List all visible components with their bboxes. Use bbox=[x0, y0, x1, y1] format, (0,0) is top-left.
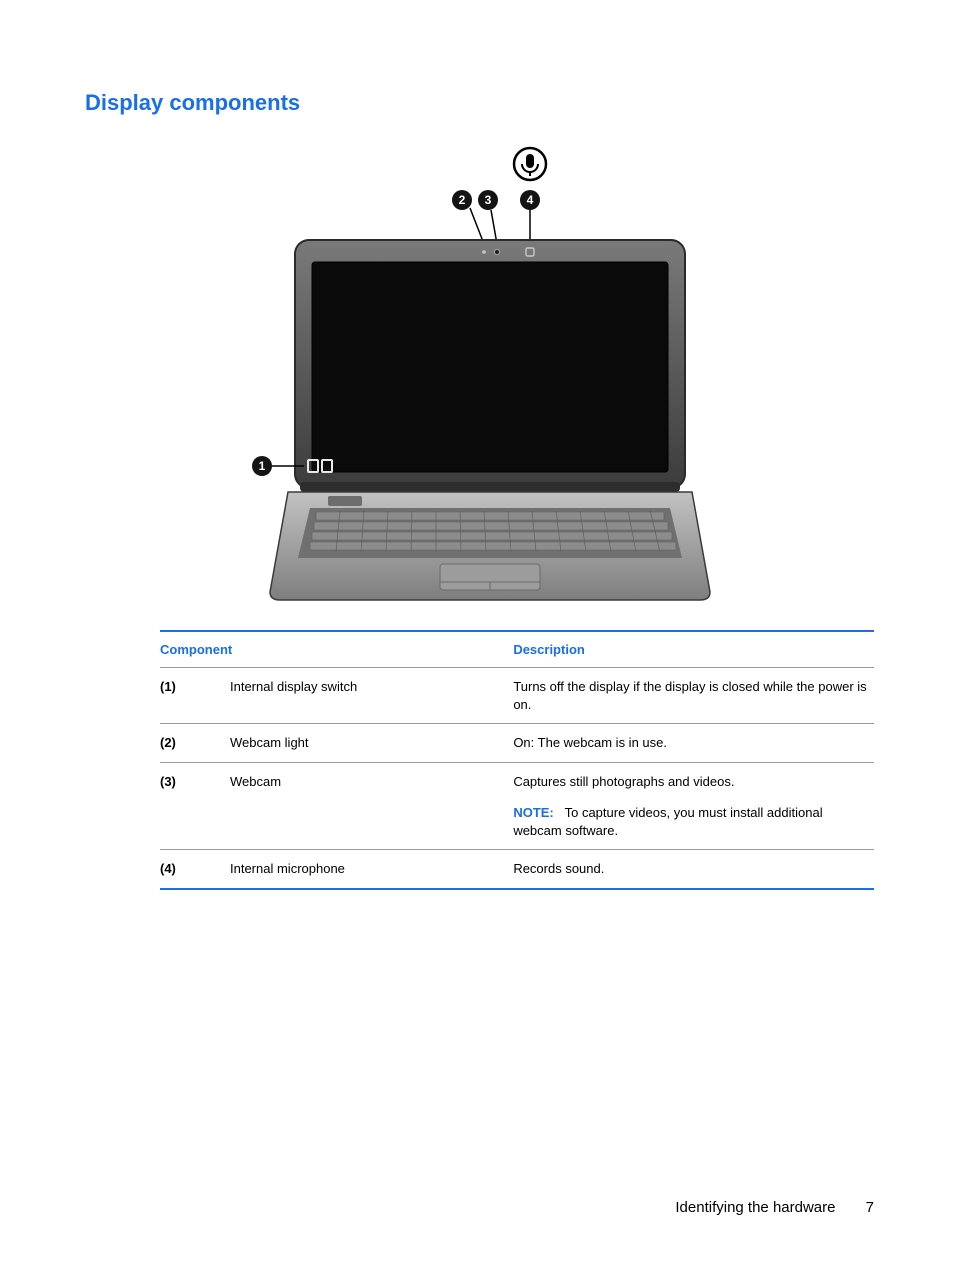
row-description-text: Turns off the display if the display is … bbox=[513, 678, 868, 713]
table-row: (1)Internal display switchTurns off the … bbox=[160, 668, 874, 724]
svg-text:1: 1 bbox=[258, 459, 265, 473]
svg-text:4: 4 bbox=[526, 193, 533, 207]
note-text: To capture videos, you must install addi… bbox=[513, 805, 822, 838]
webcam-dot bbox=[494, 249, 499, 254]
row-description: Captures still photographs and videos. NO… bbox=[513, 762, 874, 850]
laptop-hinge bbox=[300, 482, 680, 492]
callout-4: 4 bbox=[520, 190, 540, 244]
microphone-icon bbox=[514, 148, 546, 180]
row-component-name: Webcam bbox=[230, 762, 513, 850]
row-description-text: Records sound. bbox=[513, 860, 868, 878]
row-description: Turns off the display if the display is … bbox=[513, 668, 874, 724]
row-note: NOTE: To capture videos, you must instal… bbox=[513, 804, 868, 839]
laptop-base bbox=[270, 492, 710, 600]
footer-page-number: 7 bbox=[866, 1199, 874, 1216]
table-header-row: Component Description bbox=[160, 631, 874, 668]
col-header-description: Description bbox=[513, 631, 874, 668]
table-row: (2)Webcam lightOn: The webcam is in use. bbox=[160, 724, 874, 763]
row-component-name: Webcam light bbox=[230, 724, 513, 763]
svg-text:3: 3 bbox=[484, 193, 491, 207]
row-component-name: Internal microphone bbox=[230, 850, 513, 889]
illustration-container: 2 3 4 bbox=[85, 144, 874, 604]
footer-section: Identifying the hardware bbox=[675, 1199, 835, 1216]
section-heading: Display components bbox=[85, 90, 874, 116]
row-component-name: Internal display switch bbox=[230, 668, 513, 724]
webcam-light-dot bbox=[482, 250, 486, 254]
laptop-illustration: 2 3 4 bbox=[240, 144, 720, 604]
table-row: (3)WebcamCaptures still photographs and … bbox=[160, 762, 874, 850]
row-number: (1) bbox=[160, 668, 230, 724]
svg-text:2: 2 bbox=[458, 193, 465, 207]
row-number: (2) bbox=[160, 724, 230, 763]
row-description: Records sound. bbox=[513, 850, 874, 889]
laptop-lid bbox=[295, 240, 685, 488]
note-label: NOTE: bbox=[513, 805, 553, 820]
row-description-text: Captures still photographs and videos. bbox=[513, 773, 868, 791]
table-body: (1)Internal display switchTurns off the … bbox=[160, 668, 874, 889]
page-footer: Identifying the hardware 7 bbox=[675, 1199, 874, 1216]
row-description-text: On: The webcam is in use. bbox=[513, 734, 868, 752]
table-row: (4)Internal microphoneRecords sound. bbox=[160, 850, 874, 889]
row-number: (3) bbox=[160, 762, 230, 850]
row-number: (4) bbox=[160, 850, 230, 889]
components-table: Component Description (1)Internal displa… bbox=[160, 630, 874, 890]
row-description: On: The webcam is in use. bbox=[513, 724, 874, 763]
col-header-component: Component bbox=[160, 631, 513, 668]
